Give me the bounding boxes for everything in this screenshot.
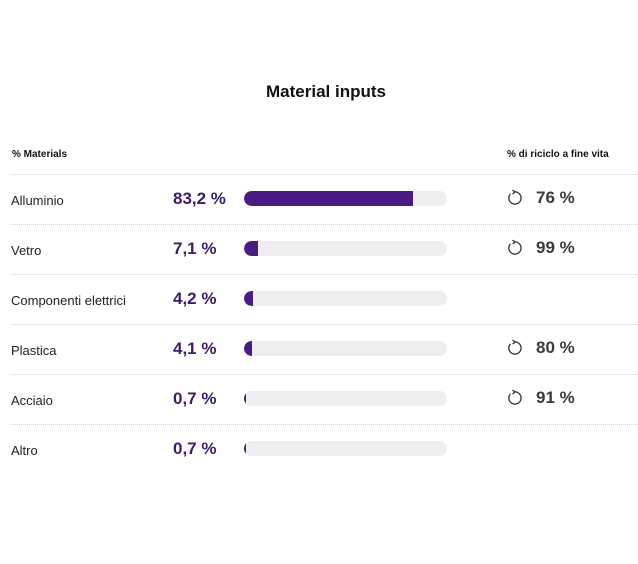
material-progress-fill: [244, 191, 413, 206]
material-row: Componenti elettrici 4,2 %: [11, 274, 638, 324]
materials-list: Alluminio 83,2 % 76 % Vetro 7,1 % 99 % C…: [11, 174, 638, 474]
material-name: Vetro: [11, 243, 42, 258]
materials-column-header: % Materials: [12, 149, 68, 160]
recycle-percent: 76 %: [536, 188, 575, 207]
material-progress-fill: [244, 341, 253, 356]
material-progress-bar: [244, 341, 447, 356]
recycle-info: 76 %: [506, 188, 575, 208]
material-percent: 83,2 %: [173, 189, 226, 208]
material-name: Alluminio: [11, 193, 64, 208]
material-progress-fill: [244, 441, 246, 456]
material-row: Plastica 4,1 % 80 %: [11, 324, 638, 374]
recycle-icon: [508, 239, 522, 255]
recycle-info: 80 %: [506, 338, 575, 358]
material-row: Vetro 7,1 % 99 %: [11, 224, 638, 274]
material-percent: 0,7 %: [173, 439, 217, 458]
recycle-icon: [508, 339, 522, 355]
page-title: Material inputs: [266, 82, 386, 101]
material-row: Acciaio 0,7 % 91 %: [11, 374, 638, 424]
recycle-percent: 91 %: [536, 388, 575, 407]
material-name: Acciaio: [11, 393, 53, 408]
material-progress-fill: [244, 391, 246, 406]
material-percent: 7,1 %: [173, 239, 217, 258]
recycle-column-header: % di riciclo a fine vita: [507, 149, 609, 160]
material-name: Componenti elettrici: [11, 293, 126, 308]
material-progress-fill: [244, 241, 259, 256]
material-progress-bar: [244, 241, 447, 256]
recycle-icon: [508, 389, 522, 405]
material-percent: 4,1 %: [173, 339, 217, 358]
material-progress-bar: [244, 391, 447, 406]
material-row: Alluminio 83,2 % 76 %: [11, 174, 638, 224]
material-percent: 4,2 %: [173, 289, 217, 308]
material-name: Altro: [11, 443, 38, 458]
recycle-percent: 80 %: [536, 338, 575, 357]
recycle-info: 99 %: [506, 238, 575, 258]
material-progress-fill: [244, 291, 253, 306]
recycle-icon: [508, 189, 522, 205]
recycle-percent: 99 %: [536, 238, 575, 257]
material-percent: 0,7 %: [173, 389, 217, 408]
material-progress-bar: [244, 291, 447, 306]
material-name: Plastica: [11, 343, 57, 358]
material-progress-bar: [244, 191, 447, 206]
material-progress-bar: [244, 441, 447, 456]
material-row: Altro 0,7 %: [11, 424, 638, 474]
recycle-info: 91 %: [506, 388, 575, 408]
